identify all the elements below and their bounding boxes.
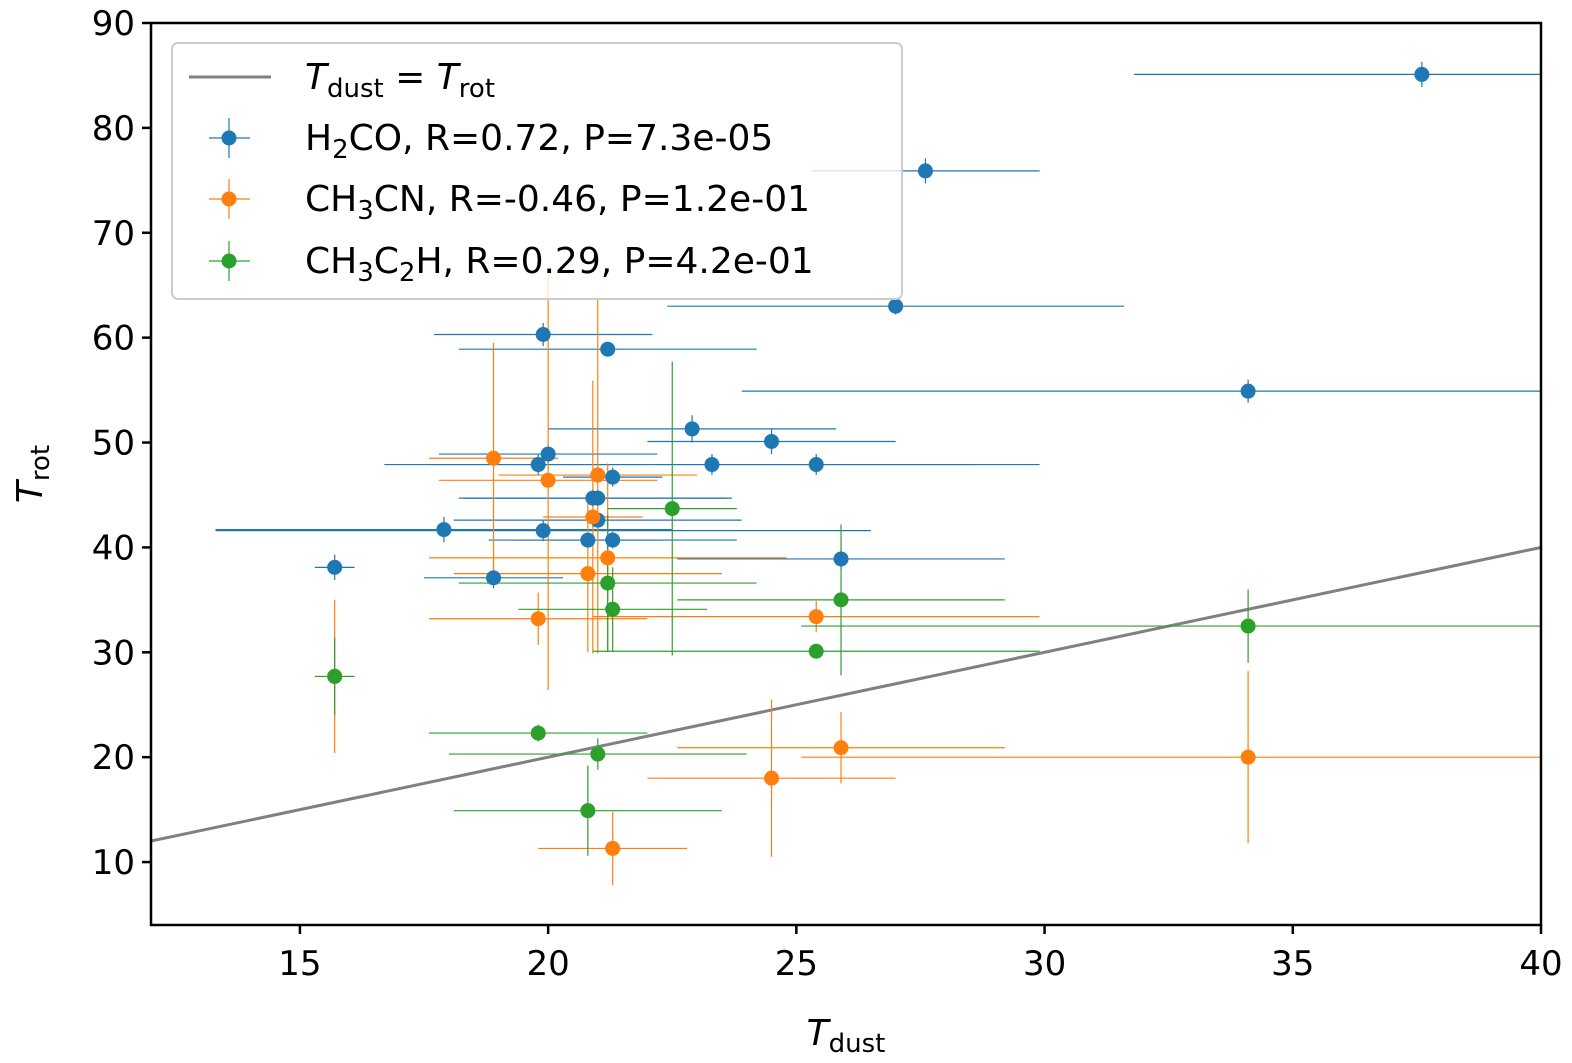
legend-marker (221, 130, 237, 146)
x-axis-label: Tdust (807, 1013, 886, 1059)
y-tick-label: 30 (92, 633, 135, 673)
x-tick-label: 30 (1023, 944, 1066, 984)
data-point (540, 472, 556, 488)
data-point (1240, 383, 1256, 399)
y-tick-label: 40 (92, 528, 135, 568)
data-point (600, 575, 616, 591)
data-point (600, 550, 616, 566)
data-point (486, 570, 502, 586)
y-tick-label: 90 (92, 4, 135, 44)
legend-entry-2: CH3CN, R=-0.46, P=1.2e-01 (209, 179, 810, 226)
data-point (590, 746, 606, 762)
y-tick-label: 50 (92, 424, 135, 464)
data-point (590, 490, 606, 506)
data-point (530, 457, 546, 473)
y-tick-label: 10 (92, 843, 135, 883)
data-point (436, 522, 452, 538)
data-point (917, 163, 933, 179)
data-point (590, 467, 606, 483)
legend-entry-3: CH3C2H, R=0.29, P=4.2e-01 (209, 241, 814, 288)
data-point (833, 592, 849, 608)
legend-marker (221, 253, 237, 269)
data-point (1414, 66, 1430, 82)
x-tick-label: 40 (1519, 944, 1562, 984)
data-point (580, 566, 596, 582)
x-tick-label: 20 (527, 944, 570, 984)
x-tick-label: 25 (775, 944, 818, 984)
data-point (764, 433, 780, 449)
data-point (585, 509, 601, 525)
data-point (600, 341, 616, 357)
x-axis: 15 20 25 30 35 40 (278, 925, 1563, 984)
x-tick-label: 15 (278, 944, 321, 984)
data-point (605, 601, 621, 617)
identity-line (151, 545, 1541, 843)
data-point (888, 298, 904, 314)
legend-entry-1: H2CO, R=0.72, P=7.3e-05 (209, 118, 773, 165)
data-point (764, 770, 780, 786)
data-point (808, 609, 824, 625)
data-point (530, 725, 546, 741)
data-point (535, 523, 551, 539)
legend-label: H2CO, R=0.72, P=7.3e-05 (305, 118, 773, 165)
data-point (684, 421, 700, 437)
legend: Tdust = Trot H2CO, R=0.72, P=7.3e-05 CH3CN… (171, 42, 903, 300)
data-point (704, 457, 720, 473)
data-point (580, 532, 596, 548)
series-errorbars-2 (314, 361, 1541, 856)
data-point (530, 611, 546, 627)
data-point (580, 803, 596, 819)
data-point (605, 532, 621, 548)
y-axis: 10 20 30 40 50 60 70 80 90 (92, 4, 151, 883)
legend-label: CH3CN, R=-0.46, P=1.2e-01 (305, 179, 810, 226)
data-point (486, 450, 502, 466)
series-points-2 (327, 501, 1256, 819)
series-points-1 (327, 450, 1256, 856)
y-tick-label: 20 (92, 738, 135, 778)
data-point (327, 559, 343, 575)
data-point (833, 740, 849, 756)
data-point (327, 668, 343, 684)
x-tick-label: 35 (1271, 944, 1314, 984)
legend-entry-0: Tdust = Trot (189, 57, 495, 104)
data-point (833, 551, 849, 567)
data-point (1240, 618, 1256, 634)
y-tick-label: 60 (92, 319, 135, 359)
data-layer (151, 61, 1541, 886)
legend-marker (221, 191, 237, 207)
data-point (605, 840, 621, 856)
data-point (540, 446, 556, 462)
data-point (664, 501, 680, 517)
plot-frame (149, 21, 1543, 927)
data-point (808, 457, 824, 473)
data-point (605, 469, 621, 485)
data-point (808, 643, 824, 659)
y-tick-label: 70 (92, 214, 135, 254)
data-point (1240, 749, 1256, 765)
y-axis-label: Trot (10, 445, 56, 503)
legend-box (171, 42, 903, 300)
y-tick-label: 80 (92, 109, 135, 149)
legend-label: Tdust = Trot (305, 57, 495, 104)
legend-label: CH3C2H, R=0.29, P=4.2e-01 (305, 241, 814, 288)
data-point (535, 327, 551, 343)
